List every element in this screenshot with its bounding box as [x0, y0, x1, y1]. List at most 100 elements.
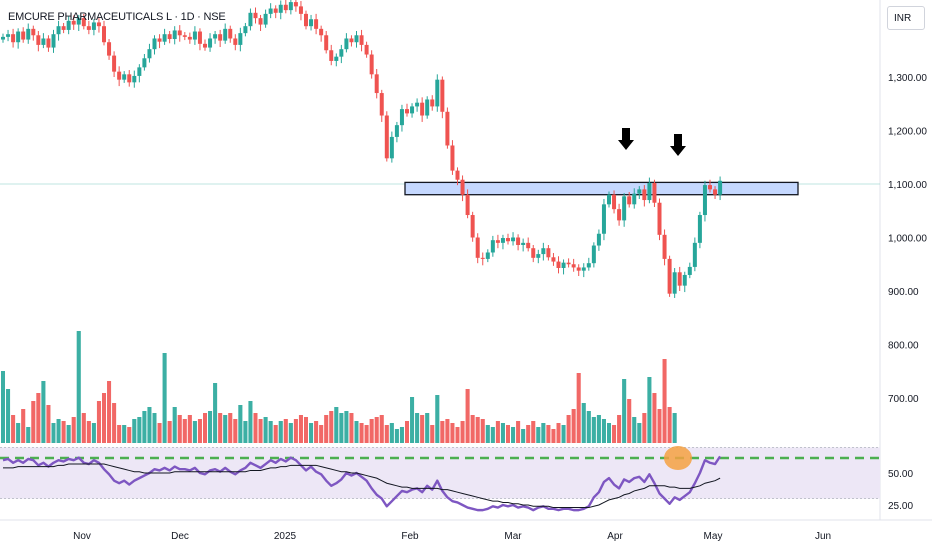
candle-body [450, 145, 455, 171]
candle-body [223, 28, 228, 41]
candle-body [36, 35, 41, 45]
candle-body [26, 28, 31, 40]
candle-body [233, 38, 238, 45]
volume-bar-fill [157, 423, 162, 443]
price-tick-label: 700.00 [888, 394, 919, 405]
volume-bar-fill [435, 395, 440, 443]
volume-bar-fill [652, 393, 657, 443]
price-tick-label: 900.00 [888, 287, 919, 298]
volume-bar-fill [268, 421, 273, 443]
volume-bar-fill [142, 411, 147, 443]
volume-bar-fill [389, 423, 394, 443]
volume-bar-fill [627, 399, 632, 443]
volume-bar-fill [167, 421, 172, 443]
volume-bar-fill [490, 427, 495, 443]
candle-body [228, 28, 233, 39]
volume-bar-fill [96, 401, 101, 443]
volume-bar-fill [607, 423, 611, 443]
candle-body [622, 196, 627, 221]
volume-bar-fill [86, 421, 91, 443]
volume-bar-fill [551, 429, 556, 443]
volume-bar-fill [71, 417, 76, 443]
volume-bar-fill [243, 421, 248, 443]
volume-bar-fill [596, 415, 601, 443]
volume-bar-fill [556, 423, 561, 443]
candle-body [642, 189, 647, 201]
volume-bar-fill [546, 425, 551, 443]
candle-body [430, 99, 435, 107]
candle-body [566, 262, 571, 265]
volume-bar-fill [586, 411, 591, 443]
volume-bar-fill [480, 419, 485, 443]
candle-body [541, 248, 546, 255]
candle-body [324, 35, 329, 51]
volume-bar-fill [172, 407, 177, 443]
candle-body [248, 12, 253, 27]
candle-body [309, 19, 314, 27]
volume-bar-fill [622, 379, 627, 443]
volume-bar-fill [440, 421, 445, 443]
candle-body [495, 240, 500, 243]
time-tick-label: Apr [607, 531, 623, 542]
candle-body [112, 55, 117, 72]
candle-body [551, 257, 556, 262]
candle-body [460, 179, 465, 195]
candle-body [268, 8, 273, 14]
candle-body [314, 19, 319, 29]
volume-bar-fill [339, 413, 344, 443]
volume-bar-fill [288, 423, 293, 443]
candle-body [339, 49, 344, 57]
volume-bar-fill [117, 425, 122, 443]
time-tick-label: Nov [73, 531, 91, 542]
volume-bar-fill [107, 381, 112, 443]
volume-bar-fill [511, 427, 516, 443]
candle-body [137, 67, 142, 76]
candle-body [359, 35, 364, 45]
volume-bar-fill [470, 415, 475, 443]
candle-body [107, 42, 112, 56]
time-tick-label: 2025 [274, 531, 297, 542]
candle-body [652, 182, 657, 203]
volume-bar-fill [405, 421, 409, 443]
time-tick-label: Feb [401, 531, 419, 542]
volume-bar-fill [213, 383, 218, 443]
candle-body [243, 26, 248, 34]
rsi-tick-label: 25.00 [888, 501, 913, 512]
candle-body [445, 111, 450, 146]
volume-bar-fill [500, 423, 505, 443]
candle-body [344, 38, 349, 50]
volume-bar-fill [233, 419, 238, 443]
candle-body [435, 79, 440, 107]
volume-bar-fill [36, 393, 41, 443]
volume-bar-fill [162, 353, 167, 443]
price-tick-label: 1,200.00 [888, 127, 927, 138]
candle-body [258, 18, 263, 25]
candle-body [591, 245, 596, 264]
volume-bar-fill [41, 381, 46, 443]
candle-body [627, 196, 632, 205]
currency-selector[interactable]: INR [887, 6, 925, 30]
volume-bar-fill [137, 417, 142, 443]
volume-bar-fill [536, 427, 541, 443]
candle-body [369, 54, 374, 75]
candle-body [304, 13, 308, 27]
candle-body [379, 93, 384, 116]
volume-bar-fill [278, 421, 283, 443]
volume-bar-fill [364, 425, 369, 443]
candle-body [526, 242, 531, 249]
volume-bar-fill [187, 415, 192, 443]
candle-body [389, 136, 394, 159]
volume-bar-fill [46, 405, 51, 443]
candle-body [147, 49, 152, 59]
volume-bar-fill [465, 389, 470, 443]
volume-bar-fill [314, 421, 319, 443]
volume-bar-fill [177, 415, 182, 443]
candle-body [374, 74, 379, 94]
candle-body [46, 38, 51, 48]
volume-bar-fill [379, 415, 384, 443]
candle-body [405, 109, 409, 114]
candle-body [157, 38, 162, 42]
candle-body [182, 35, 187, 37]
volume-bar-fill [329, 411, 334, 443]
